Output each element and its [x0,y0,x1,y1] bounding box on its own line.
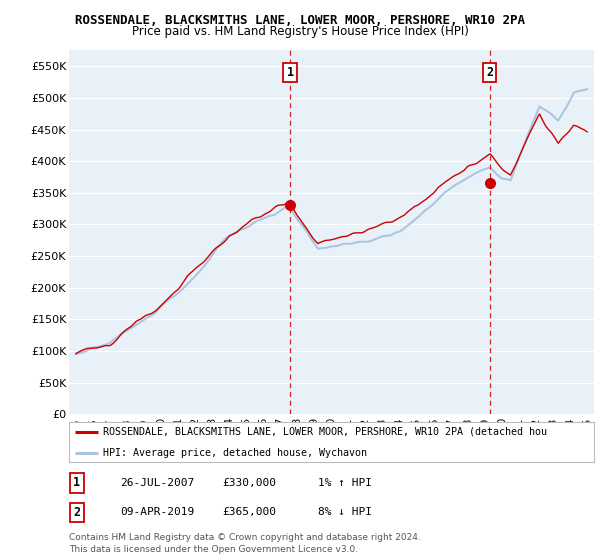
Text: This data is licensed under the Open Government Licence v3.0.: This data is licensed under the Open Gov… [69,545,358,554]
Text: 2: 2 [73,506,80,519]
Text: 26-JUL-2007: 26-JUL-2007 [120,478,194,488]
Text: Contains HM Land Registry data © Crown copyright and database right 2024.: Contains HM Land Registry data © Crown c… [69,533,421,542]
Text: 1: 1 [286,66,293,79]
Text: 1: 1 [73,476,80,489]
Text: £365,000: £365,000 [222,507,276,517]
Text: ROSSENDALE, BLACKSMITHS LANE, LOWER MOOR, PERSHORE, WR10 2PA (detached hou: ROSSENDALE, BLACKSMITHS LANE, LOWER MOOR… [103,427,547,437]
Text: HPI: Average price, detached house, Wychavon: HPI: Average price, detached house, Wych… [103,448,367,458]
Text: £330,000: £330,000 [222,478,276,488]
Text: 09-APR-2019: 09-APR-2019 [120,507,194,517]
Text: 1% ↑ HPI: 1% ↑ HPI [318,478,372,488]
Text: 8% ↓ HPI: 8% ↓ HPI [318,507,372,517]
Text: Price paid vs. HM Land Registry's House Price Index (HPI): Price paid vs. HM Land Registry's House … [131,25,469,38]
Text: 2: 2 [486,66,493,79]
Text: ROSSENDALE, BLACKSMITHS LANE, LOWER MOOR, PERSHORE, WR10 2PA: ROSSENDALE, BLACKSMITHS LANE, LOWER MOOR… [75,14,525,27]
